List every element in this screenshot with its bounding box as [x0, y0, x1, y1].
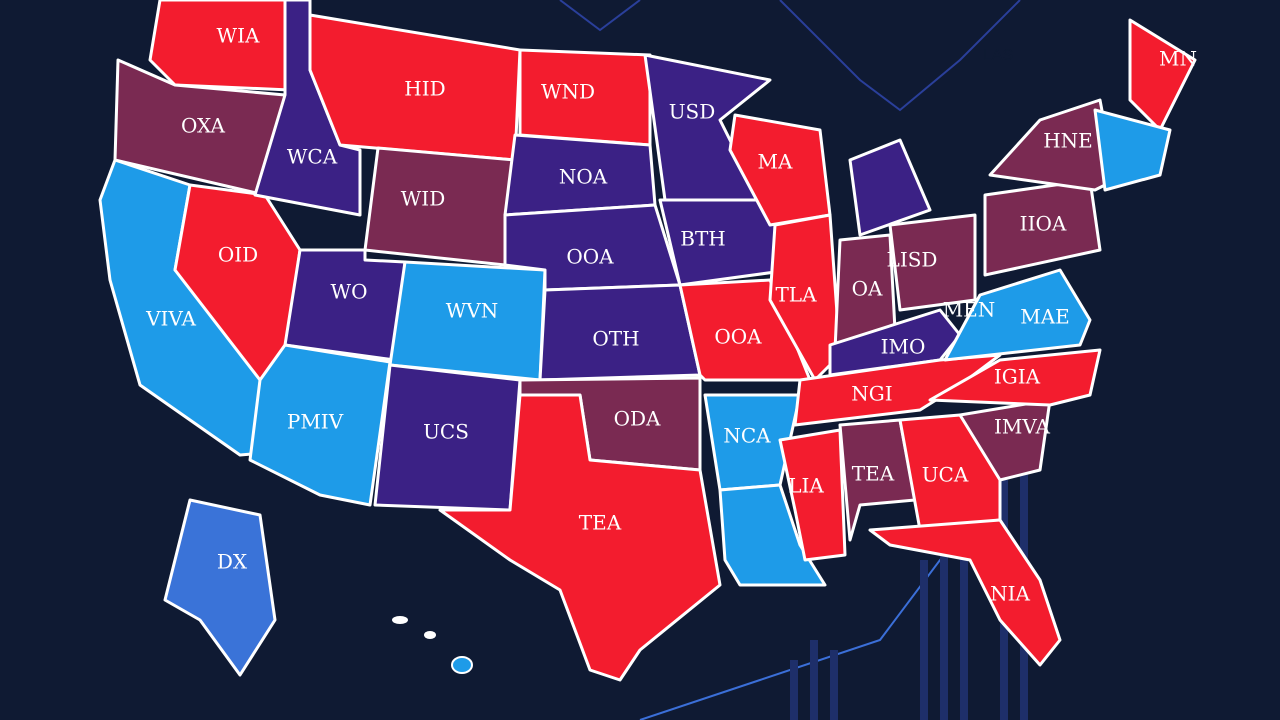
state-label: ODA: [614, 407, 661, 431]
state-label: IMO: [881, 335, 926, 359]
state-label: NGI: [851, 382, 892, 406]
state-label: UCS: [423, 420, 469, 444]
state-label: OXA: [181, 114, 226, 138]
state-label: OID: [218, 243, 258, 267]
state-label: HNE: [1043, 129, 1093, 153]
state-label: USD: [669, 100, 716, 124]
state-label: OOA: [714, 325, 762, 349]
state-label: WID: [401, 187, 446, 211]
state-labels: WIA OXA HID WND USD WCA NOA MA WID OID BTH OOA LISD I…: [145, 24, 1197, 606]
state-label: WIA: [217, 24, 260, 48]
state-label: MN: [1159, 47, 1197, 71]
state-label: OOA: [566, 245, 614, 269]
state-label: NOA: [559, 165, 608, 189]
state-label: DX: [217, 550, 248, 574]
state-label: PMIV: [287, 410, 344, 434]
state-label: UCA: [922, 463, 969, 487]
state-label: MEN: [943, 298, 996, 322]
state-label: TEA: [852, 462, 895, 486]
state-label: IGIA: [994, 365, 1041, 389]
state-label: MAE: [1020, 305, 1070, 329]
state-label: WVN: [446, 299, 499, 323]
state-label: TEA: [579, 511, 622, 535]
state-label: LIA: [788, 474, 824, 498]
state-label: NCA: [723, 424, 771, 448]
state-label: LISD: [887, 248, 938, 272]
states: [98, 0, 1197, 682]
state-label: LAS: [983, 47, 1013, 64]
state-label: IMVA: [994, 415, 1050, 439]
state-label: WCA: [287, 145, 338, 169]
state-label: WO: [331, 280, 368, 304]
state-label: VIVA: [145, 307, 196, 331]
state-label: WND: [541, 80, 595, 104]
state-label: IIOA: [1020, 212, 1067, 236]
state-label: NIA: [990, 582, 1030, 606]
state-label: OTH: [592, 327, 639, 351]
state-label: BTH: [680, 227, 725, 251]
state-label: OA: [852, 277, 883, 301]
state-label: MA: [758, 150, 793, 174]
state-label: HID: [404, 77, 445, 101]
state-label: TLA: [775, 283, 817, 307]
